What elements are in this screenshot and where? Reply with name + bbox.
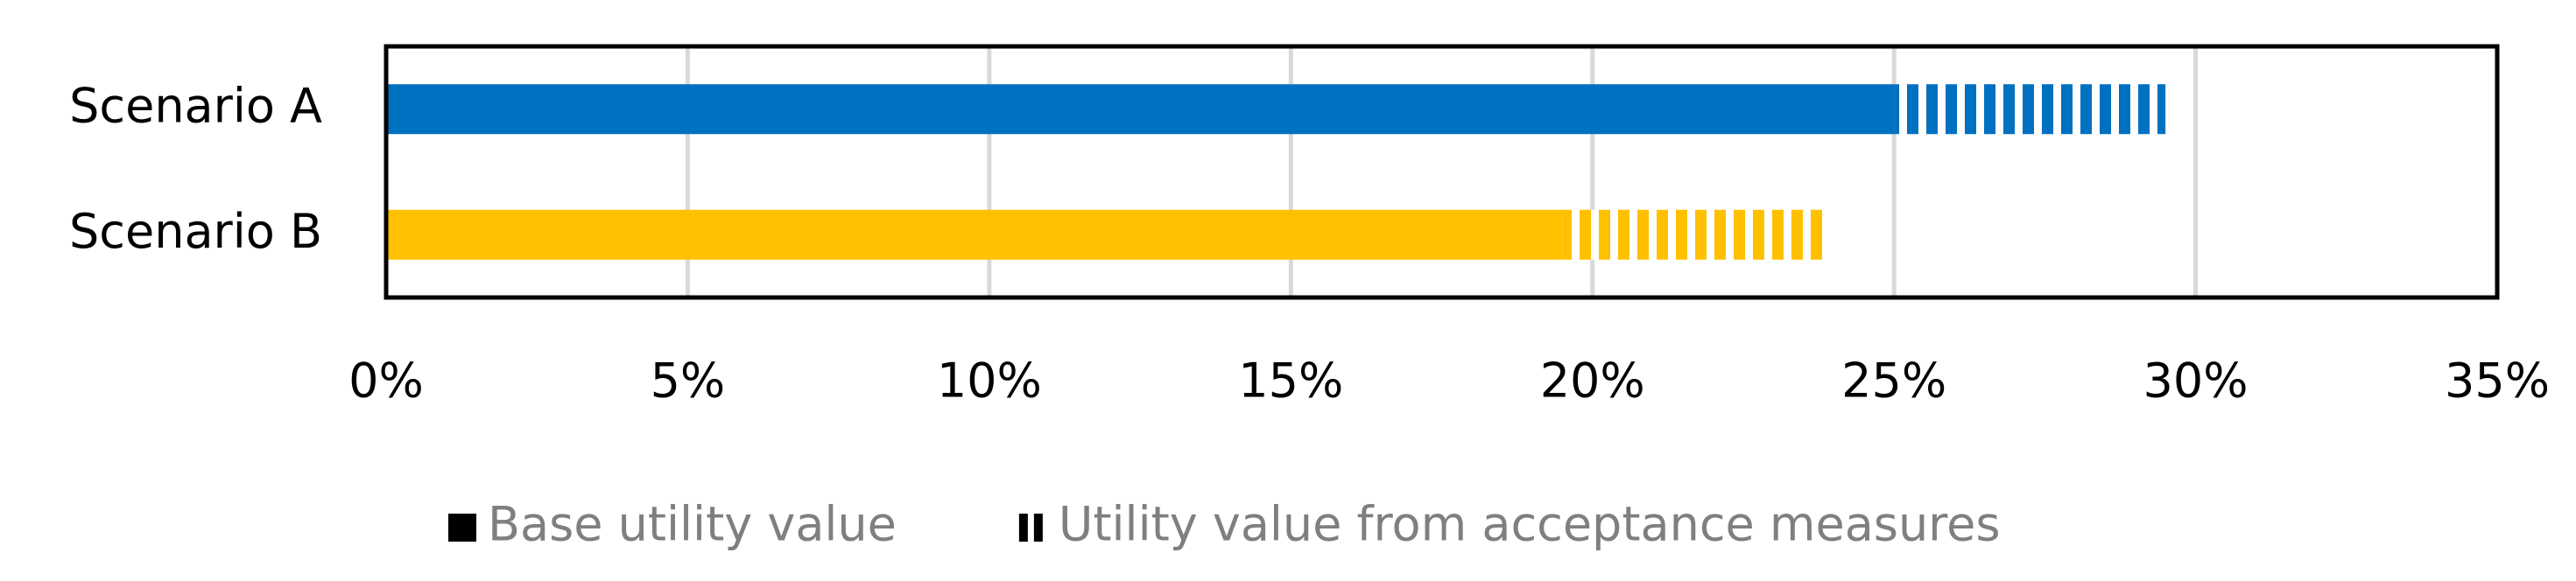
- x-tick-label: 20%: [1540, 354, 1645, 409]
- y-tick-label: Scenario B: [69, 204, 322, 259]
- y-tick-label: Scenario A: [69, 78, 322, 133]
- legend-marker: [1033, 514, 1043, 542]
- x-tick-label: 15%: [1238, 354, 1343, 409]
- x-tick-label: 10%: [937, 354, 1042, 409]
- x-tick-label: 5%: [651, 354, 726, 409]
- bar: [386, 84, 1895, 135]
- legend-marker: [1018, 514, 1028, 542]
- x-tick-label: 25%: [1841, 354, 1946, 409]
- bar: [1562, 209, 1828, 260]
- legend-text: Utility value from acceptance measures: [1059, 497, 2001, 552]
- x-tick-label: 35%: [2445, 354, 2550, 409]
- bar: [1894, 84, 2166, 135]
- bar: [386, 209, 1563, 260]
- legend-text: Base utility value: [488, 497, 897, 552]
- x-tick-label: 0%: [348, 354, 424, 409]
- legend-marker: [448, 514, 476, 542]
- x-tick-label: 30%: [2143, 354, 2249, 409]
- plot-frame: [384, 44, 2500, 300]
